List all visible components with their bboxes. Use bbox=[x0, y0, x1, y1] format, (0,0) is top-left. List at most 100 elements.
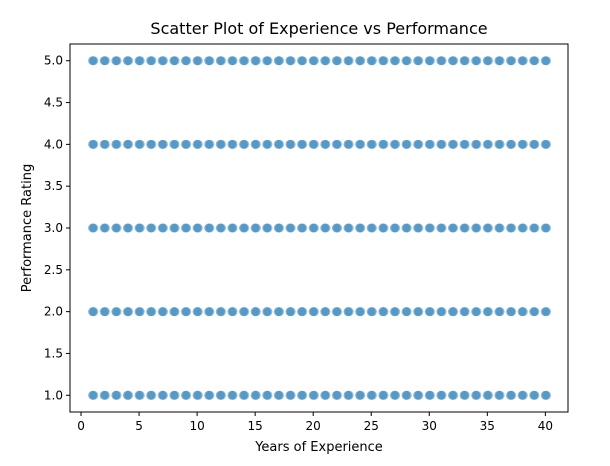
scatter-point bbox=[146, 390, 156, 400]
scatter-point bbox=[100, 56, 110, 66]
scatter-point bbox=[321, 56, 331, 66]
scatter-point bbox=[472, 307, 482, 317]
scatter-point bbox=[542, 56, 552, 66]
scatter-point bbox=[239, 390, 249, 400]
scatter-point bbox=[356, 307, 366, 317]
scatter-point bbox=[518, 307, 528, 317]
scatter-point bbox=[111, 56, 121, 66]
scatter-point bbox=[239, 223, 249, 233]
scatter-point bbox=[251, 390, 261, 400]
scatter-point bbox=[217, 139, 227, 149]
scatter-point bbox=[158, 139, 168, 149]
scatter-point bbox=[227, 56, 237, 66]
scatter-point bbox=[100, 390, 110, 400]
scatter-point bbox=[331, 307, 341, 317]
scatter-point bbox=[494, 56, 504, 66]
scatter-point bbox=[366, 223, 376, 233]
scatter-point bbox=[413, 223, 423, 233]
scatter-point bbox=[472, 390, 482, 400]
scatter-point bbox=[99, 223, 109, 233]
scatter-point bbox=[344, 390, 354, 400]
scatter-point bbox=[240, 56, 250, 66]
scatter-point bbox=[309, 390, 319, 400]
scatter-point bbox=[460, 307, 470, 317]
scatter-point bbox=[99, 307, 109, 317]
scatter-point bbox=[89, 139, 99, 149]
scatter-point bbox=[170, 56, 180, 66]
scatter-point bbox=[88, 56, 98, 66]
scatter-point bbox=[170, 390, 180, 400]
scatter-point bbox=[88, 223, 98, 233]
scatter-point bbox=[517, 390, 527, 400]
scatter-point bbox=[459, 307, 469, 317]
scatter-point bbox=[460, 56, 470, 66]
scatter-point bbox=[124, 139, 134, 149]
scatter-point bbox=[471, 390, 481, 400]
scatter-point bbox=[182, 139, 192, 149]
scatter-point bbox=[540, 56, 550, 66]
scatter-point bbox=[530, 223, 540, 233]
scatter-point bbox=[309, 56, 319, 66]
scatter-point bbox=[146, 223, 156, 233]
scatter-point bbox=[343, 307, 353, 317]
x-tick-label: 20 bbox=[306, 419, 321, 433]
scatter-point bbox=[542, 139, 552, 149]
scatter-point bbox=[529, 139, 539, 149]
scatter-point bbox=[227, 390, 237, 400]
scatter-point bbox=[250, 390, 260, 400]
scatter-point bbox=[146, 307, 156, 317]
scatter-point bbox=[378, 390, 388, 400]
scatter-point bbox=[389, 139, 399, 149]
scatter-point bbox=[158, 390, 168, 400]
scatter-point bbox=[308, 390, 318, 400]
y-tick-label: 4.0 bbox=[44, 137, 63, 151]
scatter-point bbox=[170, 307, 180, 317]
scatter-point bbox=[124, 223, 134, 233]
scatter-point bbox=[495, 56, 505, 66]
scatter-point bbox=[425, 223, 435, 233]
scatter-point bbox=[181, 139, 191, 149]
scatter-point bbox=[447, 139, 457, 149]
scatter-point bbox=[378, 56, 388, 66]
scatter-point bbox=[89, 307, 99, 317]
scatter-point bbox=[367, 223, 377, 233]
scatter-point bbox=[356, 56, 366, 66]
scatter-point bbox=[285, 223, 295, 233]
scatter-point bbox=[158, 223, 168, 233]
scatter-point bbox=[215, 390, 225, 400]
y-tick-label: 3.0 bbox=[44, 221, 63, 235]
x-tick-label: 35 bbox=[480, 419, 495, 433]
scatter-point bbox=[227, 139, 237, 149]
scatter-point bbox=[263, 307, 273, 317]
scatter-point bbox=[389, 390, 399, 400]
scatter-point bbox=[449, 307, 459, 317]
scatter-point bbox=[471, 307, 481, 317]
scatter-point bbox=[344, 139, 354, 149]
scatter-point bbox=[389, 223, 399, 233]
scatter-point bbox=[424, 223, 434, 233]
scatter-point bbox=[402, 139, 412, 149]
y-tick-label: 2.5 bbox=[44, 263, 63, 277]
scatter-point bbox=[530, 56, 540, 66]
scatter-point bbox=[482, 307, 492, 317]
scatter-point bbox=[228, 139, 238, 149]
scatter-point bbox=[192, 56, 202, 66]
scatter-point bbox=[205, 223, 215, 233]
scatter-point bbox=[240, 139, 250, 149]
x-tick-label: 0 bbox=[77, 419, 85, 433]
scatter-point bbox=[366, 390, 376, 400]
scatter-point bbox=[540, 223, 550, 233]
scatter-point bbox=[262, 56, 272, 66]
scatter-point bbox=[112, 307, 122, 317]
scatter-point bbox=[308, 307, 318, 317]
scatter-point bbox=[192, 390, 202, 400]
scatter-point bbox=[251, 139, 261, 149]
scatter-point bbox=[436, 390, 446, 400]
scatter-point bbox=[333, 139, 343, 149]
scatter-point bbox=[112, 56, 122, 66]
scatter-point bbox=[331, 139, 341, 149]
scatter-point bbox=[122, 223, 132, 233]
scatter-point bbox=[240, 223, 250, 233]
scatter-point bbox=[308, 56, 318, 66]
scatter-point bbox=[193, 139, 203, 149]
